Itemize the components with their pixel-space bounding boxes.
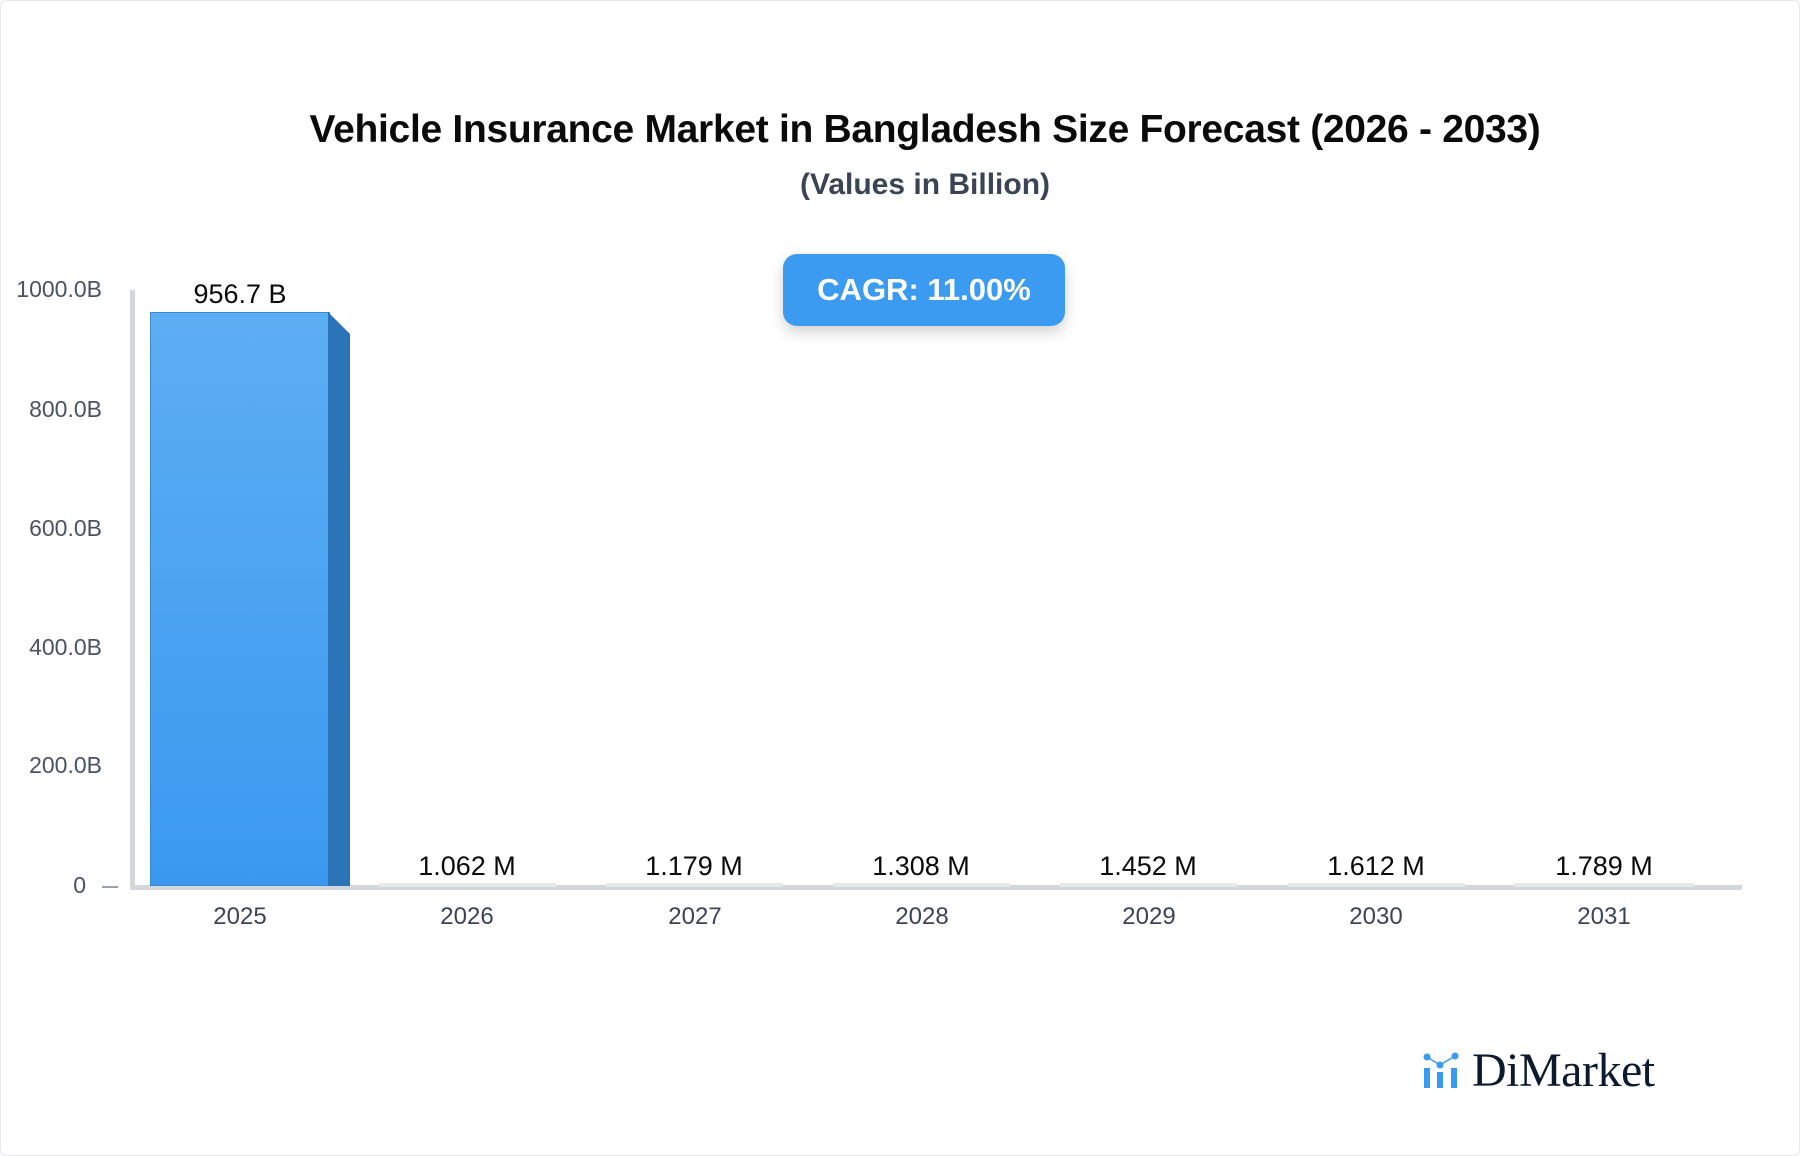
bar-value-label: 1.308 M bbox=[872, 851, 970, 881]
cagr-badge: CAGR: 11.00% bbox=[783, 254, 1065, 326]
y-tick-label: 800.0B bbox=[29, 396, 102, 422]
chart-title: Vehicle Insurance Market in Bangladesh S… bbox=[309, 108, 1541, 151]
bar-value-label: 1.062 M bbox=[418, 851, 516, 881]
bar-2025[interactable] bbox=[150, 312, 330, 886]
bar-value-label: 1.452 M bbox=[1099, 851, 1197, 881]
bar-2028[interactable] bbox=[833, 883, 1010, 887]
x-tick-label: 2027 bbox=[668, 903, 722, 930]
x-tick-label: 2031 bbox=[1577, 903, 1631, 930]
x-tick-label: 2028 bbox=[895, 903, 949, 930]
x-tick-label: 2030 bbox=[1349, 903, 1403, 930]
y-tick-label: 1000.0B bbox=[16, 276, 102, 302]
bar-2026[interactable] bbox=[379, 883, 556, 887]
y-zero-tick-mark bbox=[102, 886, 118, 888]
x-axis-line bbox=[130, 885, 1742, 890]
brand-name: DiMarket bbox=[1472, 1044, 1655, 1097]
bar-2031[interactable] bbox=[1514, 883, 1694, 887]
dimarket-logo: DiMarket bbox=[1422, 1043, 1655, 1098]
x-tick-label: 2026 bbox=[440, 903, 494, 930]
bar-value-label: 1.789 M bbox=[1555, 851, 1653, 881]
bar-2027[interactable] bbox=[606, 883, 783, 887]
bar-value-label: 1.179 M bbox=[645, 851, 743, 881]
y-tick-label: 600.0B bbox=[29, 515, 102, 541]
x-tick-label: 2029 bbox=[1122, 903, 1176, 930]
chart-subtitle: (Values in Billion) bbox=[799, 168, 1051, 201]
bar-2030[interactable] bbox=[1288, 883, 1465, 887]
y-axis-line bbox=[130, 290, 135, 890]
bar-chart-logo-icon bbox=[1423, 1052, 1459, 1088]
bar-2029[interactable] bbox=[1060, 883, 1237, 887]
y-tick-label: 0 bbox=[73, 872, 86, 898]
bar-2025-side bbox=[328, 312, 350, 886]
x-tick-label: 2025 bbox=[213, 903, 267, 930]
y-tick-label: 200.0B bbox=[29, 752, 102, 778]
bar-value-label: 956.7 B bbox=[193, 279, 287, 309]
y-tick-label: 400.0B bbox=[29, 634, 102, 660]
bar-value-label: 1.612 M bbox=[1327, 851, 1425, 881]
